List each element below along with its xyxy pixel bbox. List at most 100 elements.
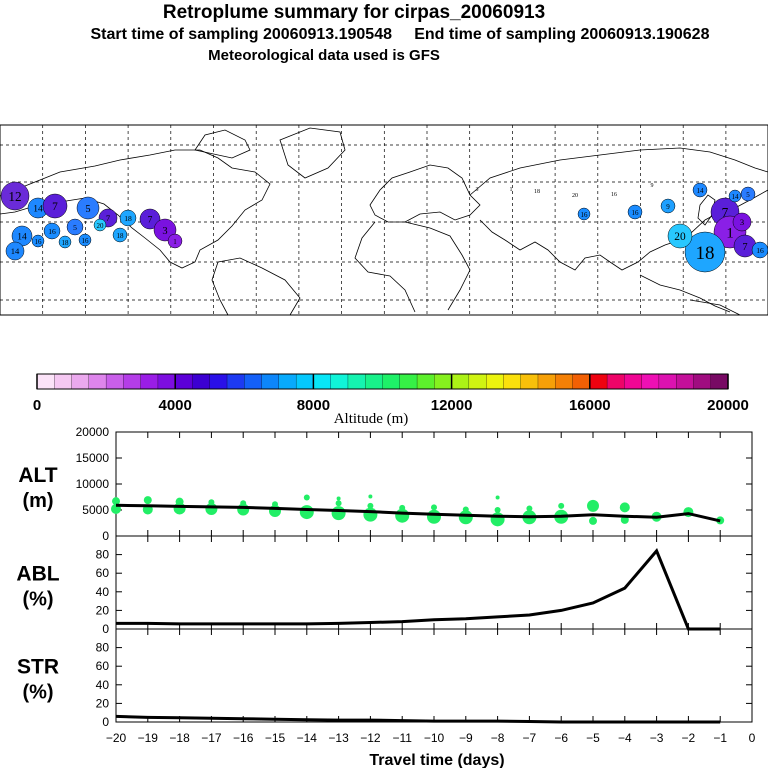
y-tick-label: 0 (102, 529, 109, 543)
x-tick-label: −17 (201, 731, 222, 745)
plume-cluster-label: 16 (756, 246, 764, 255)
plume-cluster-label: 1 (173, 238, 177, 246)
altitude-dot (143, 496, 152, 505)
colorbar-swatch (451, 373, 470, 390)
colorbar-swatch (157, 373, 176, 390)
colorbar-swatch (485, 373, 504, 390)
altitude-colorbar: 0 4000 8000 12000 16000 20000 Altitude (m) (33, 373, 749, 427)
plume-cluster-label: 1 (726, 225, 734, 242)
series-line-abl (116, 548, 721, 631)
x-tick-label: −8 (491, 731, 505, 745)
plume-cluster-label: 16 (581, 211, 589, 219)
x-tick-label: −12 (360, 731, 381, 745)
y-tick-label: 40 (96, 585, 110, 599)
plume-cluster-circle (139, 208, 161, 230)
altitude-dot (303, 494, 310, 501)
colorbar-swatch (209, 373, 228, 390)
colorbar-swatch (347, 373, 366, 390)
colorbar-swatch (244, 373, 263, 390)
y-tick-label: 20 (96, 696, 110, 710)
colorbar-tick-label: 12000 (431, 397, 473, 414)
colorbar-swatch (468, 373, 487, 390)
plume-cluster-circle (58, 235, 72, 249)
plume-cluster-circle (112, 227, 128, 243)
plume-cluster-label: 14 (697, 187, 705, 195)
y-tick-label: 60 (96, 566, 110, 580)
x-tick-label: −14 (297, 731, 318, 745)
australia-north (689, 299, 741, 316)
altitude-dot (335, 500, 342, 507)
plume-cluster-label: 3 (740, 217, 744, 227)
y-tick-label: 20 (96, 603, 110, 617)
colorbar-swatch (416, 373, 435, 390)
plume-cluster-label: 20 (572, 193, 578, 199)
colorbar-swatch (54, 373, 73, 390)
plume-cluster-label: 7 (106, 213, 111, 223)
x-tick-label: −2 (682, 731, 696, 745)
plume-cluster-circle (43, 222, 61, 240)
series-line-alt (115, 503, 721, 523)
colorbar-swatch (555, 373, 574, 390)
x-tick-label: −1 (713, 731, 727, 745)
south-america-coast (211, 257, 301, 316)
colorbar-swatch (624, 373, 643, 390)
plume-cluster-label: 16 (35, 238, 43, 246)
x-tick-label: −16 (233, 731, 254, 745)
colorbar-swatch (226, 373, 245, 390)
plume-cluster-circle (42, 193, 68, 219)
africa-coast (354, 221, 471, 313)
europe-coast (369, 164, 481, 223)
greenland-west (194, 129, 251, 159)
panel-label-unit: (m) (22, 490, 53, 512)
plume-cluster-label: 18 (117, 232, 125, 240)
north-america-coast (0, 149, 271, 269)
altitude-dot (208, 499, 215, 506)
x-tick-label: −18 (169, 731, 190, 745)
colorbar-swatch (658, 373, 677, 390)
y-tick-label: 5000 (82, 503, 109, 517)
colorbar-tick-label: 20000 (707, 397, 749, 414)
plume-cluster-label: 5 (85, 204, 90, 215)
plume-cluster-label: 7 (722, 205, 729, 220)
plume-cluster-circle (31, 234, 45, 248)
altitude-dot (587, 499, 599, 512)
plume-cluster-circle (167, 233, 183, 249)
colorbar-swatch (278, 373, 297, 390)
x-tick-label: −19 (138, 731, 159, 745)
plume-cluster-label: 9 (651, 183, 654, 189)
plume-cluster-circle (740, 186, 756, 202)
x-tick-label: −7 (523, 731, 537, 745)
x-tick-label: −15 (265, 731, 286, 745)
plume-cluster-label: 18 (124, 214, 132, 223)
x-tick-label: −9 (459, 731, 473, 745)
plume-cluster-label: 7 (148, 216, 153, 226)
altitude-dot (495, 495, 500, 500)
plume-cluster-label: 14 (33, 205, 43, 215)
plume-cluster-circle (93, 218, 107, 232)
plume-cluster-label: 20 (97, 222, 105, 230)
plume-cluster-circle (684, 231, 726, 273)
plume-cluster-label: 20 (674, 231, 686, 243)
colorbar-swatch (261, 373, 280, 390)
altitude-dot (620, 515, 629, 524)
colorbar-tick-label: 4000 (159, 397, 192, 414)
altitude-dot (272, 501, 278, 508)
x-tick-label: 0 (749, 731, 756, 745)
colorbar-ticks: 0 4000 8000 12000 16000 20000 (33, 374, 749, 414)
chart-title: Retroplume summary for cirpas_20060913 (162, 2, 546, 23)
colorbar-tick-label: 0 (33, 397, 41, 414)
altitude-dot (240, 500, 247, 507)
y-tick-label: 80 (96, 641, 110, 655)
plume-cluster-label: 1 (510, 187, 513, 193)
altitude-dot (367, 502, 374, 509)
altitude-dot (336, 496, 341, 501)
y-tick-label: 40 (96, 678, 110, 692)
plume-cluster-label: 7 (742, 242, 747, 253)
altitude-dot (494, 507, 501, 513)
plume-cluster-label: 14 (17, 233, 27, 243)
colorbar-swatch (36, 373, 55, 390)
